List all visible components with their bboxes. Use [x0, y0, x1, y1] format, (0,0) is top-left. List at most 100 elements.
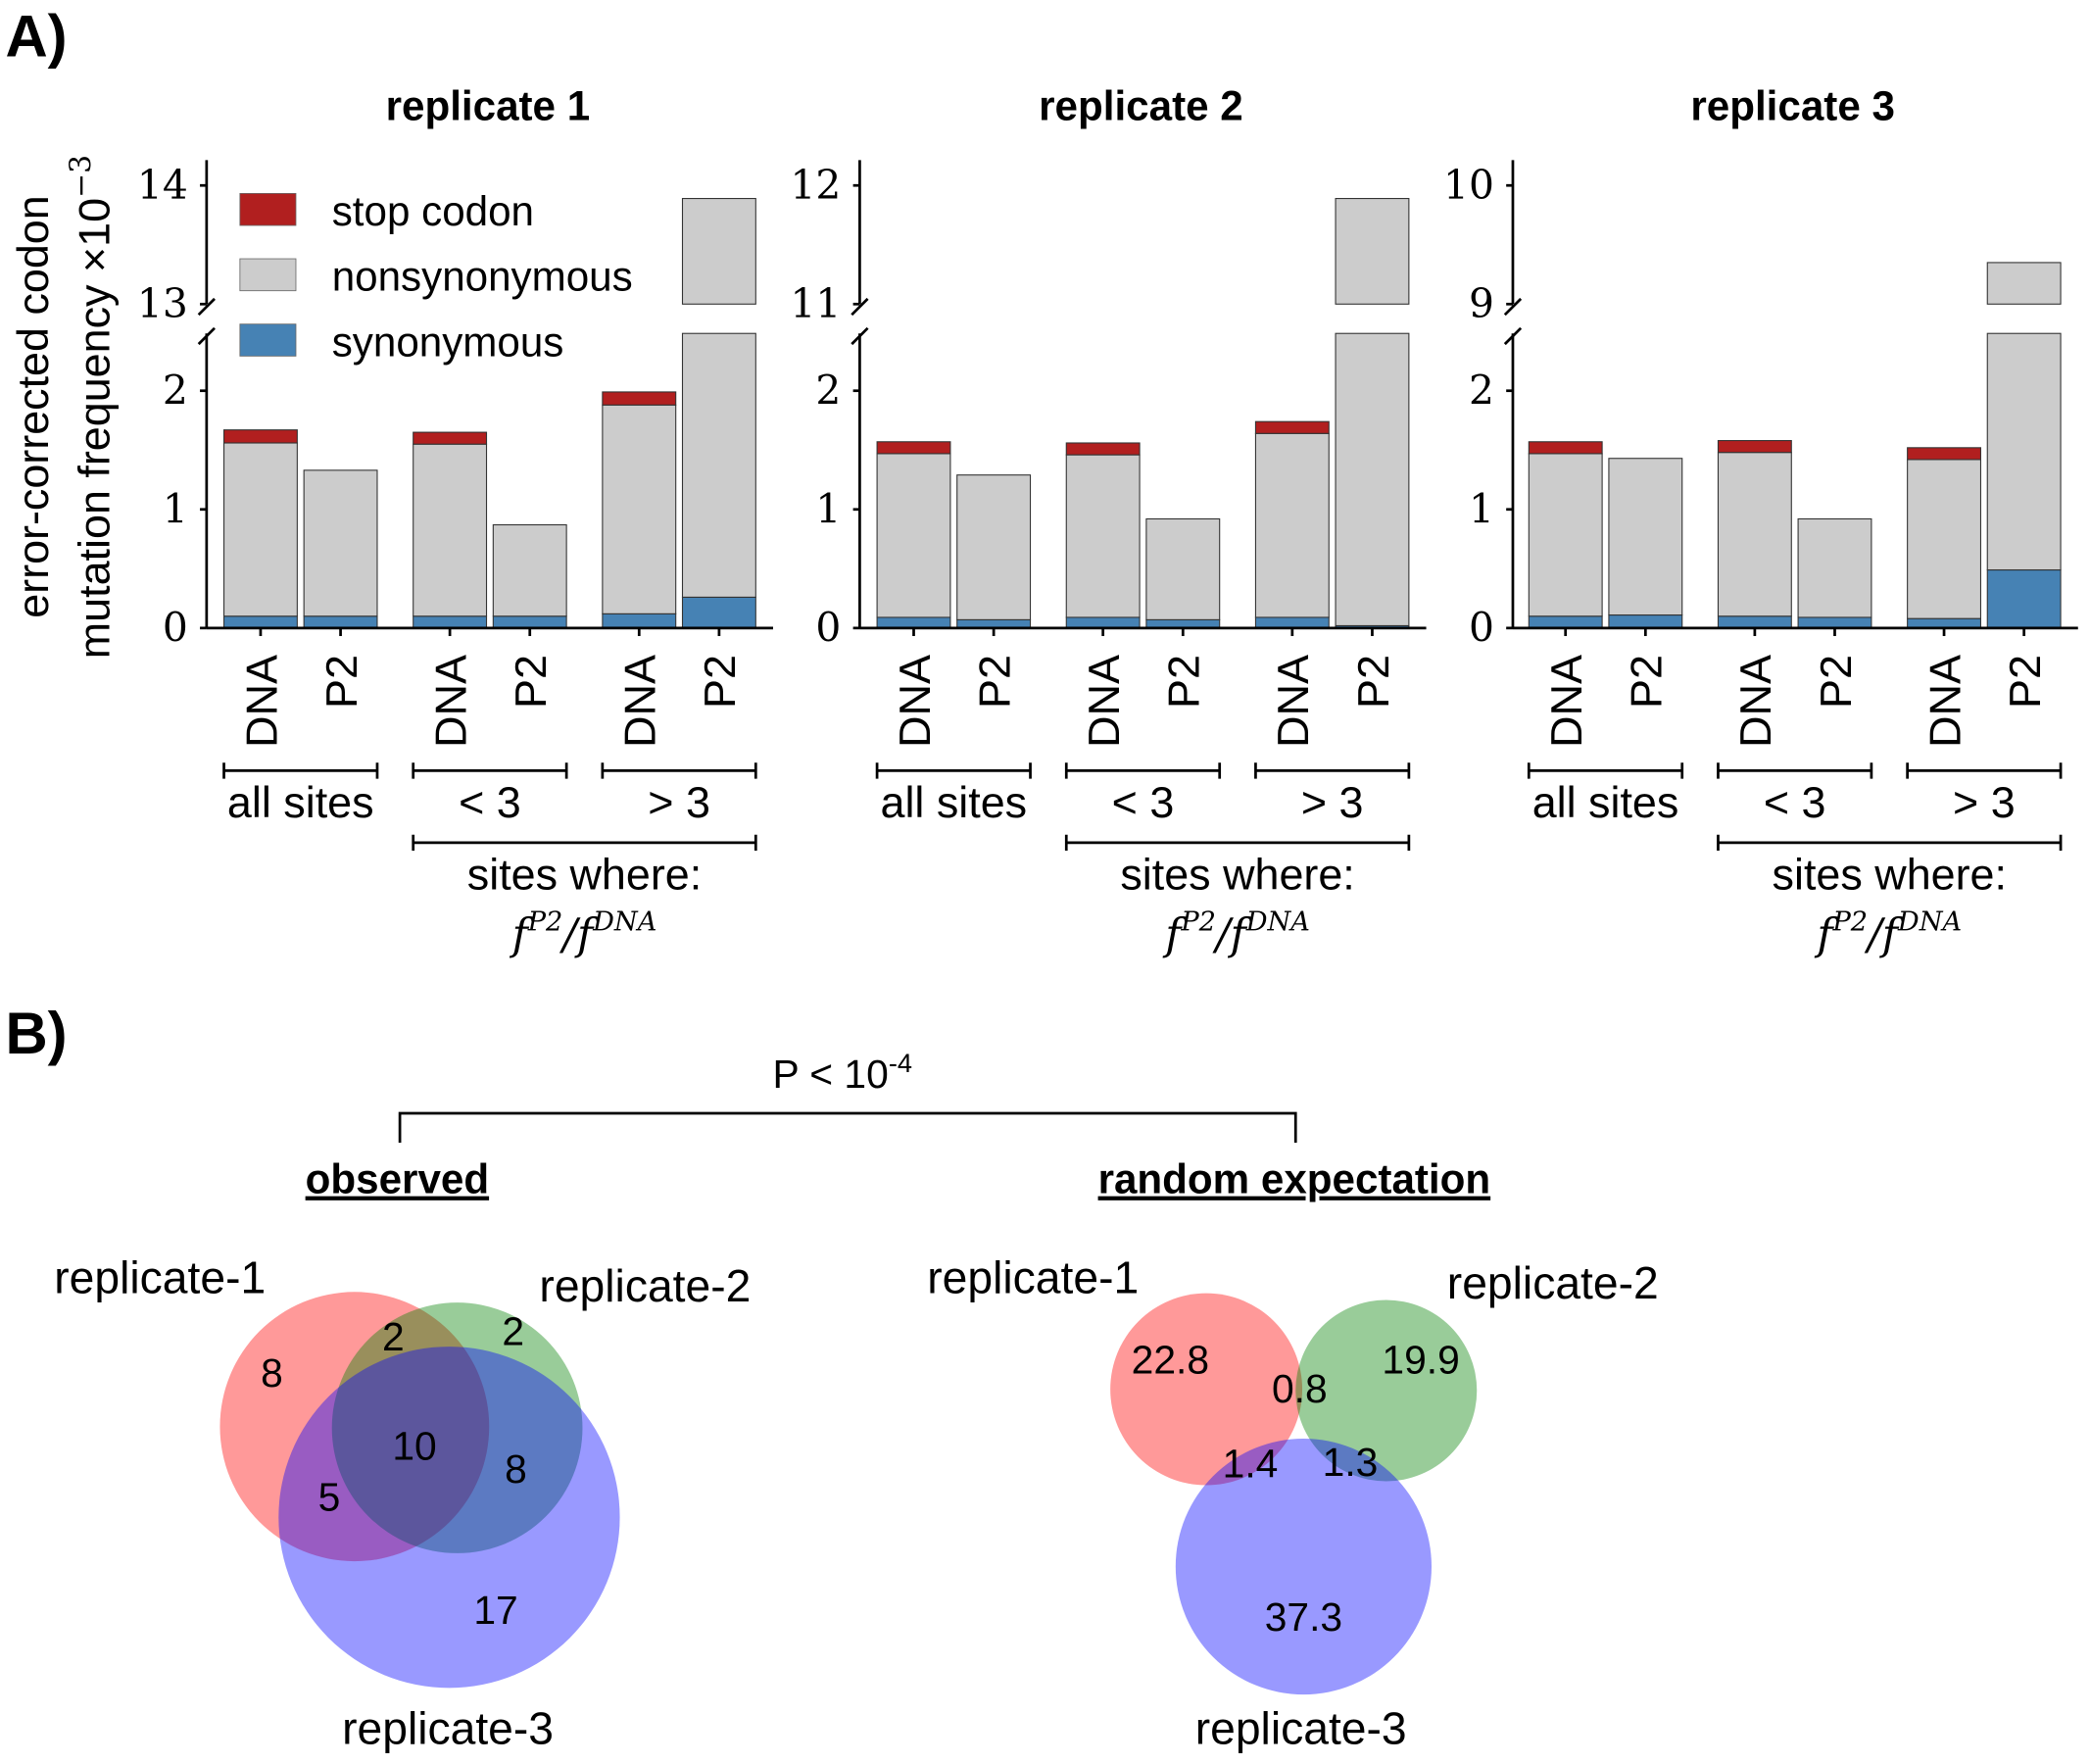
y-tick-label: 14: [137, 162, 188, 209]
venn-obs-region-3: 17: [473, 1588, 517, 1633]
bar-nonsynonymous-P2: [492, 523, 567, 617]
legend-swatch-syn: [239, 323, 297, 357]
group-bracket: [1717, 762, 1873, 779]
legend-label-nonsyn: nonsynonymous: [332, 254, 633, 300]
y-tick-label: 0: [1469, 604, 1494, 651]
bar-stop-codon-DNA: [1528, 441, 1603, 455]
panel-title: replicate 3: [1690, 83, 1895, 129]
random-title: random expectation: [1098, 1156, 1491, 1202]
bar-synonymous-DNA: [602, 612, 677, 629]
bar-synonymous-P2: [681, 596, 756, 629]
group-bracket: [1906, 762, 2063, 779]
bar-synonymous-P2: [1797, 616, 1872, 629]
x-tick-label: DNA: [1541, 655, 1591, 748]
x-tick-label: P2: [695, 655, 745, 709]
group-label: > 3: [1953, 777, 2016, 827]
group-label: < 3: [1112, 777, 1175, 827]
bar-nonsynonymous-DNA: [876, 453, 951, 618]
venn-obs-label-rep1: replicate-1: [54, 1252, 266, 1303]
venn-obs-region-123: 10: [392, 1424, 436, 1469]
x-tick-label: P2: [1622, 655, 1672, 709]
venn-rand-circle-rep3: [1175, 1438, 1432, 1695]
bar-synonymous-DNA: [1717, 615, 1792, 629]
axis-break-mark: [197, 326, 216, 346]
venn-obs-region-12: 2: [382, 1314, 405, 1359]
bar-synonymous-DNA: [1065, 616, 1141, 629]
venn-obs-region-23: 8: [505, 1446, 527, 1492]
y-axis-label-line1: error-corrected codon: [8, 195, 58, 617]
bar-nonsynonymous-P2: [1797, 517, 1872, 618]
y-tick-label: 1: [815, 485, 841, 532]
group-label: < 3: [459, 777, 521, 827]
group-label: > 3: [1301, 777, 1364, 827]
bar-nonsynonymous-DNA: [1907, 459, 1981, 619]
panel-title: replicate 1: [386, 83, 591, 129]
bar-stop-codon-DNA: [1907, 447, 1981, 461]
bar-nonsynonymous-DNA: [1717, 452, 1792, 617]
bar-nonsynonymous-P2: [681, 332, 756, 598]
venn-rand-region-1: 22.8: [1132, 1337, 1209, 1382]
bar-nonsynonymous-P2: [303, 469, 378, 617]
legend-label-syn: synonymous: [332, 318, 564, 365]
legend: stop codon nonsynonymous synonymous: [239, 188, 633, 365]
axis-break-mark: [851, 297, 869, 317]
x-tick-label: DNA: [1730, 655, 1780, 748]
y-tick-label: 2: [163, 367, 188, 414]
group-bracket: [875, 762, 1032, 779]
bar-nonsynonymous-DNA: [222, 442, 298, 617]
venn-rand-label-rep2: replicate-2: [1447, 1257, 1659, 1308]
bar-stop-codon-DNA: [876, 441, 951, 455]
y-axis-label: error-corrected codon mutation frequency…: [8, 155, 120, 659]
x-tick-label: P2: [506, 655, 556, 709]
venn-obs-region-13: 5: [318, 1474, 341, 1519]
venn-rand-circle-rep1: [1110, 1293, 1303, 1486]
venn-obs-circle-rep1: [219, 1292, 490, 1562]
axis-break-mark: [1503, 297, 1523, 317]
bar-synonymous-DNA: [876, 616, 951, 629]
significance-bracket: P < 10-4: [398, 1048, 1297, 1143]
ratio-formula: fP2/fDNA: [510, 907, 657, 960]
legend-label-stop: stop codon: [332, 188, 534, 234]
group-label: all sites: [880, 777, 1027, 827]
bar-stop-codon-DNA: [413, 431, 488, 445]
x-tick-label: P2: [1811, 655, 1861, 709]
panel-a-label: A): [5, 3, 67, 69]
group-label: all sites: [227, 777, 374, 827]
panel-replicate-3: replicate 3 DNA P2 DNA P2 DNA P2 0 1 2 9 10 all site…: [1443, 83, 2078, 960]
bar-upper-nonsynonymous-P2: [1986, 262, 2062, 305]
bar-stop-codon-DNA: [222, 429, 298, 444]
bar-nonsynonymous-DNA: [1065, 454, 1141, 618]
bar-nonsynonymous-P2: [1145, 517, 1221, 620]
venn-obs-label-rep2: replicate-2: [539, 1260, 751, 1311]
x-tick-label: P2: [1159, 655, 1209, 709]
y-tick-label: 9: [1469, 280, 1494, 327]
bar-upper-nonsynonymous-P2: [1335, 198, 1410, 305]
x-tick-label: P2: [316, 655, 366, 709]
venn-rand-label-rep3: replicate-3: [1195, 1702, 1407, 1753]
group-label: < 3: [1764, 777, 1826, 827]
bar-synonymous-DNA: [1528, 615, 1603, 629]
legend-swatch-nonsyn: [239, 258, 297, 292]
bar-synonymous-P2: [1608, 613, 1683, 629]
super-group-bracket: [1064, 834, 1411, 852]
bar-nonsynonymous-P2: [1335, 332, 1410, 626]
x-tick-label: DNA: [615, 655, 665, 748]
x-tick-label: P2: [969, 655, 1019, 709]
bar-synonymous-P2: [303, 615, 378, 629]
x-tick-label: P2: [2000, 655, 2050, 709]
axis-break-mark: [1503, 326, 1523, 346]
group-bracket: [1064, 762, 1222, 779]
group-bracket: [601, 762, 757, 779]
bar-nonsynonymous-DNA: [602, 404, 677, 614]
super-group-label: sites where:: [1773, 849, 2007, 899]
venn-rand-region-2: 19.9: [1382, 1337, 1459, 1382]
venn-obs-region-1: 8: [261, 1350, 283, 1396]
y-tick-label: 12: [790, 162, 841, 209]
venn-obs-label-rep3: replicate-3: [342, 1702, 554, 1753]
observed-title: observed: [306, 1156, 489, 1202]
group-bracket: [1254, 762, 1411, 779]
bar-stop-codon-DNA: [602, 391, 677, 406]
x-tick-label: DNA: [1268, 655, 1318, 748]
y-tick-label: 10: [1443, 162, 1494, 209]
